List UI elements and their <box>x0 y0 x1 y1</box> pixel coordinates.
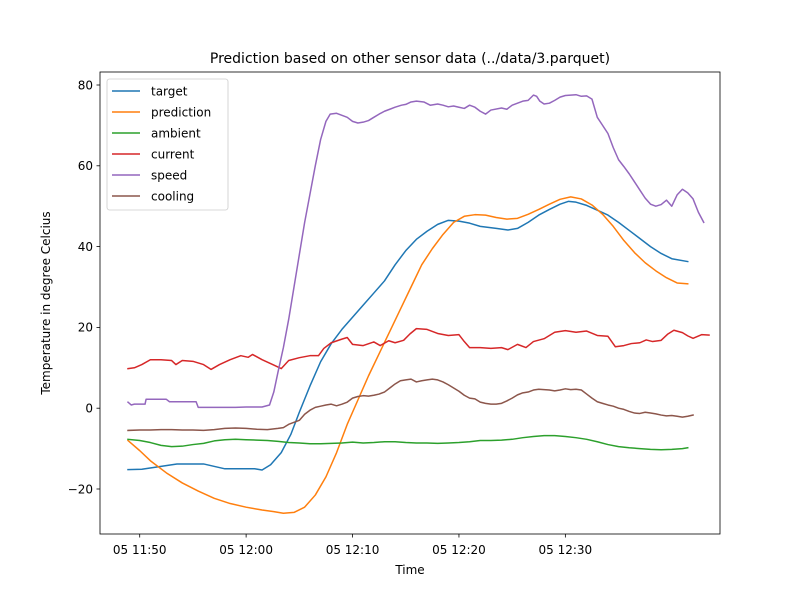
x-tick: 05 12:20 <box>432 534 486 557</box>
y-tick-label: 80 <box>78 78 93 92</box>
legend-label: ambient <box>151 126 201 140</box>
y-tick-label: 40 <box>78 240 93 254</box>
legend-label: speed <box>151 168 187 182</box>
y-tick: 0 <box>85 402 100 416</box>
y-tick: −20 <box>68 482 100 496</box>
y-tick: 40 <box>78 240 100 254</box>
x-axis: 05 11:50 05 12:00 05 12:10 05 12:20 05 12:30 <box>113 534 592 557</box>
series-line-cooling <box>127 378 694 432</box>
legend: target prediction ambient current speed cooli… <box>106 78 229 211</box>
legend-label: cooling <box>151 189 194 203</box>
legend-label: target <box>151 84 188 98</box>
y-axis-title: Temperature in degree Celcius <box>39 211 53 395</box>
legend-item-speed: speed <box>112 168 187 182</box>
y-tick: 60 <box>78 159 100 173</box>
x-tick: 05 11:50 <box>113 534 167 557</box>
x-tick-label: 05 11:50 <box>113 543 167 557</box>
legend-item-ambient: ambient <box>112 126 201 140</box>
x-tick-label: 05 12:10 <box>326 543 380 557</box>
y-tick-label: −20 <box>68 482 93 496</box>
legend-label: current <box>151 147 195 161</box>
plot-border <box>99 71 721 535</box>
series-line-current <box>127 327 710 371</box>
x-tick: 05 12:30 <box>539 534 593 557</box>
series-line-ambient <box>127 434 689 451</box>
chart-title: Prediction based on other sensor data (.… <box>210 51 610 67</box>
y-tick: 80 <box>78 78 100 92</box>
y-axis: −20 0 20 40 60 80 <box>68 78 100 496</box>
legend-item-current: current <box>112 147 195 161</box>
series-layer <box>126 93 710 514</box>
x-tick: 05 12:00 <box>219 534 273 557</box>
y-tick-label: 0 <box>85 402 93 416</box>
legend-item-prediction: prediction <box>112 105 211 119</box>
legend-item-cooling: cooling <box>112 189 194 203</box>
x-tick: 05 12:10 <box>326 534 380 557</box>
series-line-speed <box>126 93 705 409</box>
x-axis-title: Time <box>394 563 424 577</box>
x-tick-label: 05 12:20 <box>432 543 486 557</box>
y-tick-label: 60 <box>78 159 93 173</box>
y-tick: 20 <box>78 321 100 335</box>
legend-item-target: target <box>112 84 188 98</box>
x-tick-label: 05 12:00 <box>219 543 273 557</box>
legend-label: prediction <box>151 105 211 119</box>
x-tick-label: 05 12:30 <box>539 543 593 557</box>
y-tick-label: 20 <box>78 321 93 335</box>
series-line-prediction <box>126 196 689 514</box>
